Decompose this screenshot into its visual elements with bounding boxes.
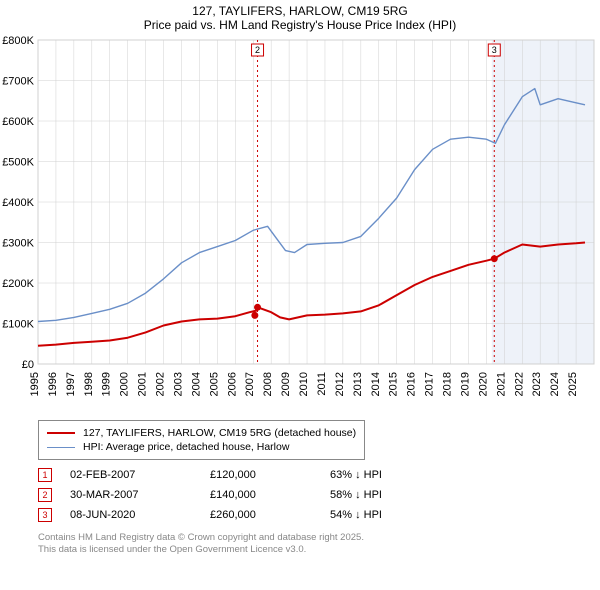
svg-text:2011: 2011 <box>316 372 328 396</box>
event-marker-num: 1 <box>38 468 52 482</box>
svg-text:£500K: £500K <box>2 157 34 169</box>
chart-svg: £0 £100K £200K £300K £400K £500K £600K £700K £80… <box>0 34 600 414</box>
svg-text:£600K: £600K <box>2 116 34 128</box>
svg-text:2007: 2007 <box>244 372 256 396</box>
event-row: 2 30-MAR-2007 £140,000 58% ↓ HPI <box>38 488 600 502</box>
chart-title-address: 127, TAYLIFERS, HARLOW, CM19 5RG <box>0 4 600 18</box>
svg-text:2000: 2000 <box>119 372 131 396</box>
event-diff: 63% ↓ HPI <box>330 469 382 481</box>
svg-text:£300K: £300K <box>2 238 34 250</box>
svg-text:2019: 2019 <box>459 372 471 396</box>
svg-text:2003: 2003 <box>172 372 184 396</box>
legend-swatch-hpi <box>47 447 75 448</box>
svg-text:2006: 2006 <box>226 372 238 396</box>
event-price: £260,000 <box>210 509 330 521</box>
event-date: 02-FEB-2007 <box>70 469 210 481</box>
svg-text:1998: 1998 <box>83 372 95 396</box>
license-footer: Contains HM Land Registry data © Crown c… <box>38 532 600 557</box>
svg-text:2014: 2014 <box>370 372 382 396</box>
svg-text:2017: 2017 <box>424 372 436 396</box>
event-price: £120,000 <box>210 469 330 481</box>
chart-container: £0 £100K £200K £300K £400K £500K £600K £700K £80… <box>0 34 600 414</box>
legend-row-price-paid: 127, TAYLIFERS, HARLOW, CM19 5RG (detach… <box>47 427 356 439</box>
event-diff: 54% ↓ HPI <box>330 509 382 521</box>
event-date: 30-MAR-2007 <box>70 489 210 501</box>
svg-text:2018: 2018 <box>442 372 454 396</box>
svg-text:2022: 2022 <box>513 372 525 396</box>
event-diff: 58% ↓ HPI <box>330 489 382 501</box>
legend-label-hpi: HPI: Average price, detached house, Harl… <box>83 441 289 453</box>
svg-text:2016: 2016 <box>406 372 418 396</box>
svg-text:2008: 2008 <box>262 372 274 396</box>
svg-text:£400K: £400K <box>2 197 34 209</box>
svg-text:2002: 2002 <box>155 372 167 396</box>
legend-box: 127, TAYLIFERS, HARLOW, CM19 5RG (detach… <box>38 420 365 460</box>
svg-text:2021: 2021 <box>495 372 507 396</box>
footer-line1: Contains HM Land Registry data © Crown c… <box>38 532 600 544</box>
legend-row-hpi: HPI: Average price, detached house, Harl… <box>47 441 356 453</box>
event-row: 3 08-JUN-2020 £260,000 54% ↓ HPI <box>38 508 600 522</box>
svg-text:£0: £0 <box>22 359 34 371</box>
event-row: 1 02-FEB-2007 £120,000 63% ↓ HPI <box>38 468 600 482</box>
svg-text:2015: 2015 <box>388 372 400 396</box>
legend-label-price-paid: 127, TAYLIFERS, HARLOW, CM19 5RG (detach… <box>83 427 356 439</box>
svg-text:£700K: £700K <box>2 76 34 88</box>
svg-text:2001: 2001 <box>137 372 149 396</box>
svg-text:£100K: £100K <box>2 319 34 331</box>
svg-text:1999: 1999 <box>101 372 113 396</box>
svg-text:2: 2 <box>255 45 260 55</box>
event-marker-num: 3 <box>38 508 52 522</box>
svg-text:£800K: £800K <box>2 35 34 47</box>
svg-text:1997: 1997 <box>65 372 77 396</box>
svg-text:2023: 2023 <box>531 372 543 396</box>
chart-title-subtitle: Price paid vs. HM Land Registry's House … <box>0 18 600 32</box>
event-date: 08-JUN-2020 <box>70 509 210 521</box>
svg-text:2009: 2009 <box>280 372 292 396</box>
svg-text:2020: 2020 <box>477 372 489 396</box>
svg-text:3: 3 <box>492 45 497 55</box>
svg-text:£200K: £200K <box>2 278 34 290</box>
svg-text:1996: 1996 <box>47 372 59 396</box>
event-price: £140,000 <box>210 489 330 501</box>
chart-title-block: 127, TAYLIFERS, HARLOW, CM19 5RG Price p… <box>0 0 600 34</box>
sale-events-table: 1 02-FEB-2007 £120,000 63% ↓ HPI 2 30-MA… <box>38 468 600 522</box>
event-marker-num: 2 <box>38 488 52 502</box>
svg-text:2025: 2025 <box>567 372 579 396</box>
legend-swatch-price-paid <box>47 432 75 434</box>
svg-text:2013: 2013 <box>352 372 364 396</box>
footer-line2: This data is licensed under the Open Gov… <box>38 544 600 556</box>
svg-text:2010: 2010 <box>298 372 310 396</box>
svg-text:2004: 2004 <box>190 372 202 396</box>
svg-text:2012: 2012 <box>334 372 346 396</box>
svg-text:1995: 1995 <box>29 372 41 396</box>
svg-text:2024: 2024 <box>549 372 561 396</box>
svg-text:2005: 2005 <box>208 372 220 396</box>
